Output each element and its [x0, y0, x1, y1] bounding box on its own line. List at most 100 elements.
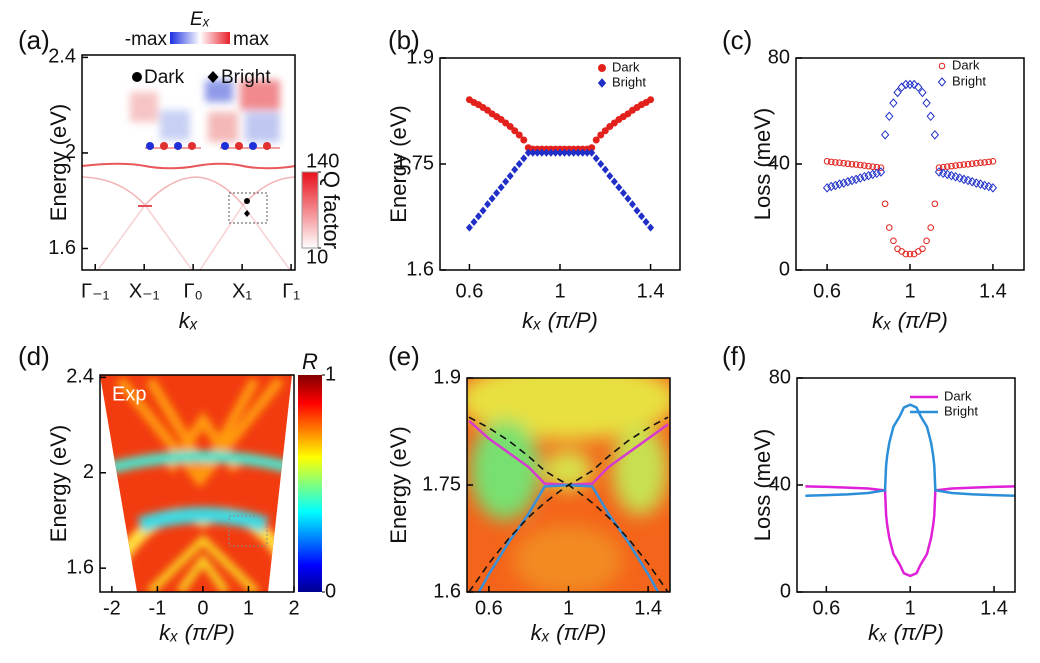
- field-label: Eₓ: [190, 9, 210, 30]
- panel-label: (e): [388, 341, 420, 371]
- band-map: [82, 80, 295, 270]
- y-tick-label: 1.6: [433, 580, 461, 602]
- x-axis-label: kₓ (π/P): [159, 620, 235, 645]
- x-tick-label: -1: [148, 597, 166, 619]
- x-tick-label: 1: [905, 597, 916, 619]
- y-axis-label: Energy (eV): [386, 105, 411, 222]
- y-tick-label: 1.6: [48, 237, 76, 259]
- y-tick-label: 80: [768, 46, 790, 68]
- point: [885, 224, 893, 231]
- point: [515, 131, 523, 139]
- point: [869, 163, 876, 170]
- point: [474, 212, 482, 221]
- legend-label: Dark: [944, 388, 972, 403]
- panel-label: (b): [388, 25, 420, 55]
- legend-swatch: [938, 62, 946, 70]
- point: [922, 98, 931, 108]
- point: [889, 98, 898, 108]
- point: [827, 158, 835, 166]
- y-tick-label: 1.75: [395, 152, 434, 174]
- point: [570, 148, 578, 157]
- dipole: [235, 142, 243, 150]
- x-tick-label: X₋₁: [129, 280, 160, 302]
- colorbar: [298, 375, 322, 592]
- panel: 1.6 1.75 1.9 0.6 1 1.4 Energy (eV) kₓ (π/P) (b) D…: [386, 25, 681, 333]
- point: [919, 245, 926, 253]
- point: [914, 248, 922, 255]
- dipole: [263, 142, 271, 150]
- map-feature: [147, 534, 259, 592]
- point: [642, 217, 650, 226]
- point: [861, 162, 868, 169]
- x-tick-label: 2: [288, 597, 299, 619]
- colorbar-tick-label: 1: [325, 363, 336, 385]
- point: [902, 250, 910, 258]
- point: [956, 161, 964, 169]
- y-axis-label: Loss (meV): [750, 429, 775, 541]
- x-tick-label: 1.4: [979, 280, 1007, 302]
- point: [985, 158, 993, 166]
- y-tick-label: 40: [769, 473, 791, 495]
- point: [877, 164, 885, 172]
- point: [511, 165, 519, 174]
- point: [533, 148, 541, 157]
- panel: 1.6 1.75 1.9 0.6 1 1.4 Energy (eV) kₓ (π/P) (e): [386, 341, 671, 645]
- point: [592, 154, 600, 163]
- colorbar-label: R: [302, 349, 318, 374]
- x-tick-label: 1: [243, 597, 254, 619]
- point: [927, 224, 935, 231]
- legend-label: Bright: [952, 73, 986, 88]
- point: [872, 168, 882, 179]
- zoom-box: [228, 192, 268, 224]
- point: [583, 148, 591, 157]
- legend-label: Bright: [944, 403, 978, 418]
- point: [964, 160, 972, 168]
- legend-swatch: [598, 64, 606, 72]
- point: [835, 179, 844, 189]
- field-patch: [240, 80, 280, 110]
- point: [981, 159, 988, 166]
- point: [520, 154, 528, 163]
- panel-label: (d): [18, 341, 50, 371]
- point: [893, 87, 902, 98]
- point: [493, 188, 501, 197]
- annotation: Exp: [112, 383, 146, 405]
- field-colorbar: [170, 32, 230, 44]
- y-tick-label: 1.75: [422, 473, 461, 495]
- point: [647, 223, 655, 232]
- x-tick-label: 1.4: [980, 597, 1008, 619]
- panel: 1.6 2 2.4 Γ₋₁ X₋₁ Γ₀ X₁ Γ₁ Energy (eV) kₓ (a) 10 140…: [18, 9, 344, 333]
- point: [856, 161, 864, 169]
- x-tick-label: Γ₋₁: [81, 280, 110, 302]
- x-tick-label: 0: [197, 597, 208, 619]
- point: [592, 136, 600, 144]
- panel-label: (a): [18, 25, 50, 55]
- panel-label: (c): [722, 25, 752, 55]
- point: [876, 167, 886, 177]
- point: [977, 159, 984, 166]
- point: [881, 200, 889, 208]
- y-axis-label: Loss (meV): [750, 108, 775, 220]
- point: [856, 173, 865, 183]
- field-patch: [160, 110, 190, 140]
- point: [488, 194, 496, 203]
- x-tick-label: 0.6: [812, 597, 840, 619]
- point: [601, 165, 609, 174]
- dipole: [174, 142, 182, 150]
- dipole: [221, 142, 229, 150]
- map-features: [467, 378, 670, 592]
- x-tick-label: 1.4: [637, 280, 665, 302]
- legend-label: Dark: [952, 57, 980, 72]
- panel: 0 40 80 0.6 1 1.4 Loss (meV) kₓ (π/P) (c) DarkBri…: [722, 25, 1025, 333]
- y-tick-label: 1.9: [433, 366, 461, 388]
- point: [852, 161, 860, 168]
- plot-frame: [99, 374, 295, 593]
- point: [989, 158, 997, 165]
- plot-frame: [796, 377, 1016, 593]
- point: [952, 162, 959, 169]
- x-axis-label: kₓ (π/P): [522, 308, 598, 333]
- x-tick-label: -2: [103, 597, 121, 619]
- series-line: [468, 416, 669, 592]
- point: [479, 206, 487, 215]
